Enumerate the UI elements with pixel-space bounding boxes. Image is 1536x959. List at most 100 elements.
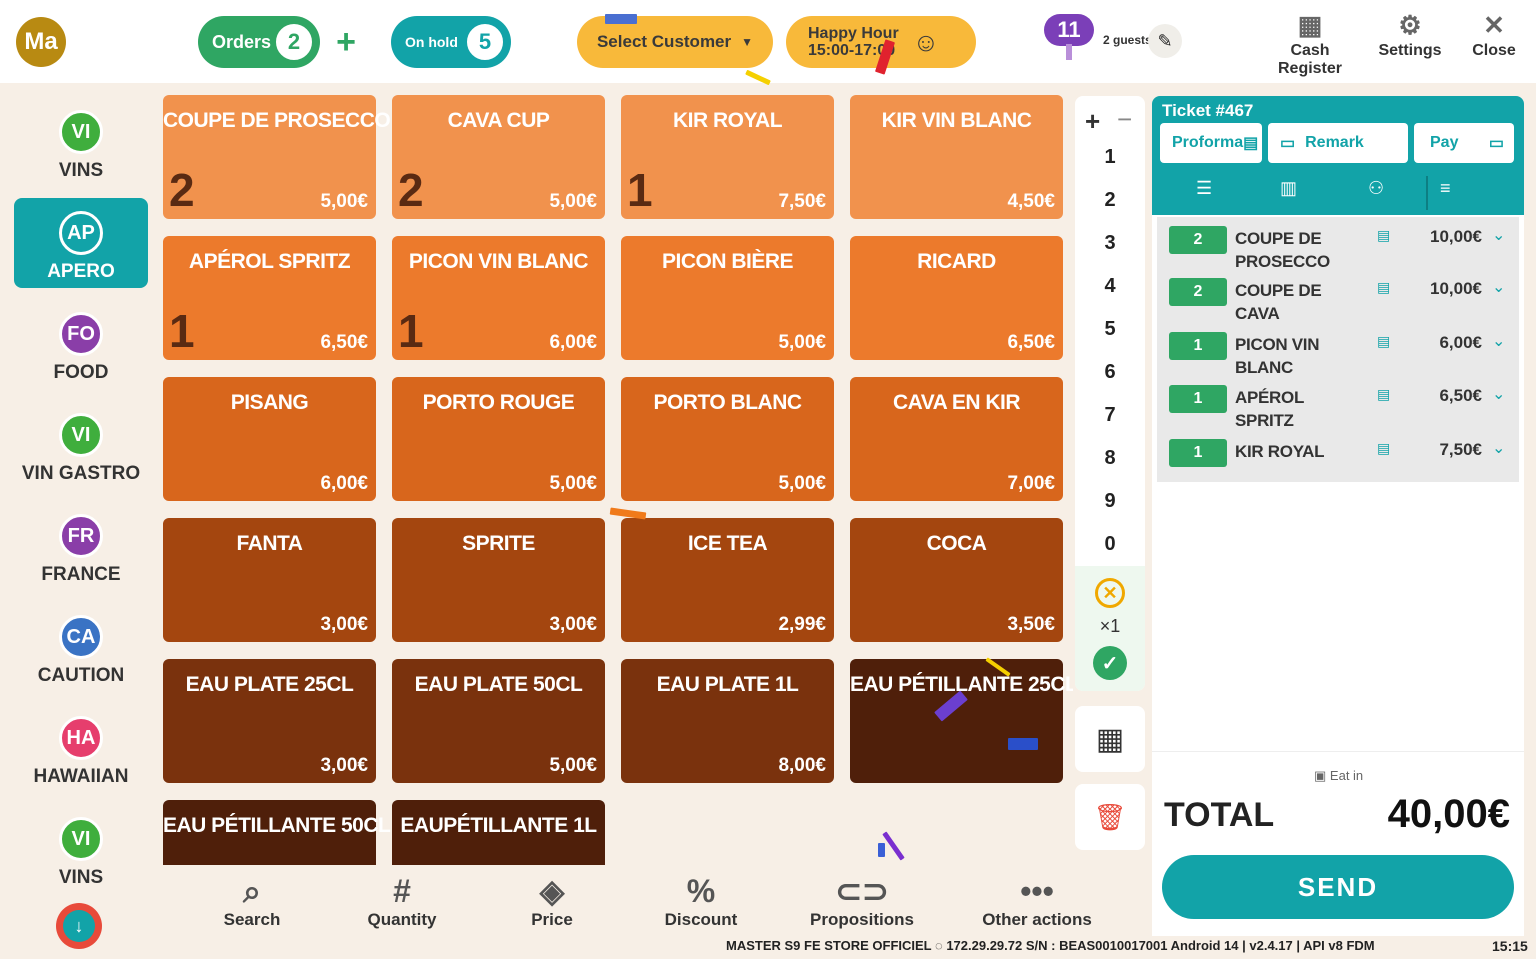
- product-tile[interactable]: ICE TEA 2,99€: [621, 518, 834, 642]
- chevron-down-icon[interactable]: ⌄: [1492, 279, 1506, 296]
- chevron-down-icon[interactable]: ⌄: [1492, 440, 1506, 457]
- printer-icon[interactable]: ▤: [1377, 440, 1391, 456]
- propositions-button[interactable]: ⊂⊃ Propositions: [787, 872, 937, 930]
- category-item[interactable]: VI VINS: [14, 804, 148, 894]
- product-tile[interactable]: CAVA CUP 2 5,00€: [392, 95, 605, 219]
- product-tile[interactable]: PICON BIÈRE 5,00€: [621, 236, 834, 360]
- eat-in-toggle[interactable]: ▣ Eat in: [1314, 768, 1363, 784]
- product-tile[interactable]: KIR ROYAL 1 7,50€: [621, 95, 834, 219]
- cancel-circle-icon[interactable]: ✕: [1095, 578, 1125, 608]
- user-avatar[interactable]: Ma: [16, 17, 66, 67]
- category-item[interactable]: HA HAWAIIAN: [14, 703, 148, 793]
- quantity-button[interactable]: # Quantity: [327, 872, 477, 930]
- product-tile[interactable]: CAVA EN KIR 7,00€: [850, 377, 1063, 501]
- menu-book-icon[interactable]: ▥: [1280, 178, 1298, 198]
- line-qty-badge[interactable]: 1: [1169, 385, 1227, 413]
- product-tile[interactable]: APÉROL SPRITZ 1 6,50€: [163, 236, 376, 360]
- settings-button[interactable]: ⚙ Settings: [1360, 8, 1460, 60]
- confirm-check-icon[interactable]: ✓: [1093, 646, 1127, 680]
- happy-hour-button[interactable]: Happy Hour 15:00-17:00 ☺: [786, 16, 976, 68]
- pay-button[interactable]: Pay ▭: [1414, 123, 1514, 163]
- numpad-key[interactable]: 7: [1104, 404, 1116, 426]
- ticket-line[interactable]: 1 APÉROL SPRITZ ▤ 6,50€ ⌄: [1157, 376, 1519, 430]
- category-label: CAUTION: [37, 665, 125, 686]
- category-item-active[interactable]: AP APERO: [14, 198, 148, 288]
- other-actions-button[interactable]: ••• Other actions: [962, 872, 1112, 930]
- numpad-key[interactable]: 5: [1104, 318, 1116, 340]
- product-tile[interactable]: RICARD 6,50€: [850, 236, 1063, 360]
- numpad-key[interactable]: 6: [1104, 361, 1116, 383]
- minus-icon[interactable]: −: [1117, 104, 1133, 134]
- orders-button[interactable]: Orders 2: [198, 16, 320, 68]
- line-qty-badge[interactable]: 1: [1169, 439, 1227, 467]
- new-order-plus-icon[interactable]: +: [336, 22, 356, 61]
- line-qty-badge[interactable]: 1: [1169, 332, 1227, 360]
- product-qty: 1: [169, 305, 195, 357]
- printer-icon[interactable]: ▤: [1377, 386, 1391, 402]
- category-item[interactable]: VI VINS: [14, 97, 148, 187]
- edit-guests-pencil-icon[interactable]: ✎: [1148, 24, 1182, 58]
- category-item[interactable]: VI VIN GASTRO: [14, 400, 148, 490]
- ticket-line[interactable]: 1 KIR ROYAL ▤ 7,50€ ⌄: [1157, 430, 1519, 480]
- category-item[interactable]: FR FRANCE: [14, 501, 148, 591]
- numpad-key[interactable]: 9: [1104, 490, 1116, 512]
- on-hold-button[interactable]: On hold 5: [391, 16, 511, 68]
- product-tile[interactable]: SPRITE 3,00€: [392, 518, 605, 642]
- clear-list-icon[interactable]: ≡: [1440, 178, 1451, 198]
- product-tile[interactable]: EAU PLATE 50CL 5,00€: [392, 659, 605, 783]
- category-item[interactable]: CA CAUTION: [14, 602, 148, 692]
- line-qty-badge[interactable]: 2: [1169, 226, 1227, 254]
- chevron-down-icon[interactable]: ⌄: [1492, 227, 1506, 244]
- numpad-key[interactable]: 8: [1104, 447, 1116, 469]
- chevron-down-icon[interactable]: ⌄: [1492, 386, 1506, 403]
- proforma-label: Proforma: [1172, 134, 1244, 151]
- product-tile[interactable]: PISANG 6,00€: [163, 377, 376, 501]
- remark-button[interactable]: ▭ Remark: [1268, 123, 1408, 163]
- product-tile[interactable]: FANTA 3,00€: [163, 518, 376, 642]
- cash-register-button[interactable]: ▦ Cash Register: [1260, 8, 1360, 78]
- ticket-line[interactable]: 1 PICON VIN BLANC ▤ 6,00€ ⌄: [1157, 323, 1519, 377]
- ticket-line[interactable]: 2 COUPE DE CAVA ▤ 10,00€ ⌄: [1157, 269, 1519, 323]
- list-icon[interactable]: ☰: [1196, 178, 1213, 198]
- numpad-key[interactable]: 1: [1104, 146, 1116, 168]
- ticket-line[interactable]: 2 COUPE DE PROSECCO ▤ 10,00€ ⌄: [1157, 217, 1519, 271]
- add-person-icon[interactable]: ⚇: [1368, 178, 1385, 198]
- search-button[interactable]: ⌕ Search: [177, 872, 327, 930]
- printer-icon[interactable]: ▤: [1377, 227, 1391, 243]
- price-button[interactable]: ◈ Price: [477, 872, 627, 930]
- product-tile[interactable]: EAUPÉTILLANTE 1L: [392, 800, 605, 865]
- delete-button[interactable]: 🗑: [1075, 784, 1145, 850]
- printer-icon[interactable]: ▤: [1377, 279, 1391, 295]
- select-customer-button[interactable]: Select Customer ▼: [577, 16, 773, 68]
- product-tile[interactable]: EAU PLATE 25CL 3,00€: [163, 659, 376, 783]
- product-tile[interactable]: EAU PLATE 1L 8,00€: [621, 659, 834, 783]
- calculator-button[interactable]: ▦: [1075, 706, 1145, 772]
- close-button[interactable]: ✕ Close: [1444, 8, 1536, 60]
- product-tile[interactable]: PORTO ROUGE 5,00€: [392, 377, 605, 501]
- product-tile[interactable]: COUPE DE PROSECCO 2 5,00€: [163, 95, 391, 219]
- numpad-key[interactable]: 2: [1104, 189, 1116, 211]
- scroll-down-button[interactable]: ↓: [56, 903, 102, 949]
- product-tile[interactable]: EAU PÉTILLANTE 50CL: [163, 800, 391, 865]
- product-tile[interactable]: COCA 3,50€: [850, 518, 1063, 642]
- plus-icon[interactable]: +: [1085, 106, 1101, 136]
- product-tile[interactable]: PICON VIN BLANC 1 6,00€: [392, 236, 605, 360]
- line-qty-badge[interactable]: 2: [1169, 278, 1227, 306]
- guests-count-badge[interactable]: 11: [1044, 14, 1094, 46]
- numpad-key[interactable]: 0: [1104, 533, 1116, 555]
- numpad-key[interactable]: 3: [1104, 232, 1116, 254]
- numpad-key[interactable]: 4: [1104, 275, 1116, 297]
- product-name: PORTO ROUGE: [422, 391, 575, 414]
- category-item[interactable]: FO FOOD: [14, 299, 148, 389]
- chevron-down-icon[interactable]: ⌄: [1492, 333, 1506, 350]
- discount-button[interactable]: % Discount: [626, 872, 776, 930]
- send-button[interactable]: SEND: [1162, 855, 1514, 919]
- product-tile[interactable]: EAU PÉTILLANTE 25CL: [850, 659, 1073, 783]
- printer-icon[interactable]: ▤: [1377, 333, 1391, 349]
- proforma-button[interactable]: Proforma ▤: [1160, 123, 1262, 163]
- product-tile[interactable]: PORTO BLANC 5,00€: [621, 377, 834, 501]
- tag-icon: ◈: [539, 873, 565, 909]
- product-tile[interactable]: KIR VIN BLANC 4,50€: [850, 95, 1063, 219]
- top-bar: Ma Orders 2 + On hold 5 Select Customer …: [0, 0, 1536, 83]
- product-name: KIR ROYAL: [672, 109, 783, 132]
